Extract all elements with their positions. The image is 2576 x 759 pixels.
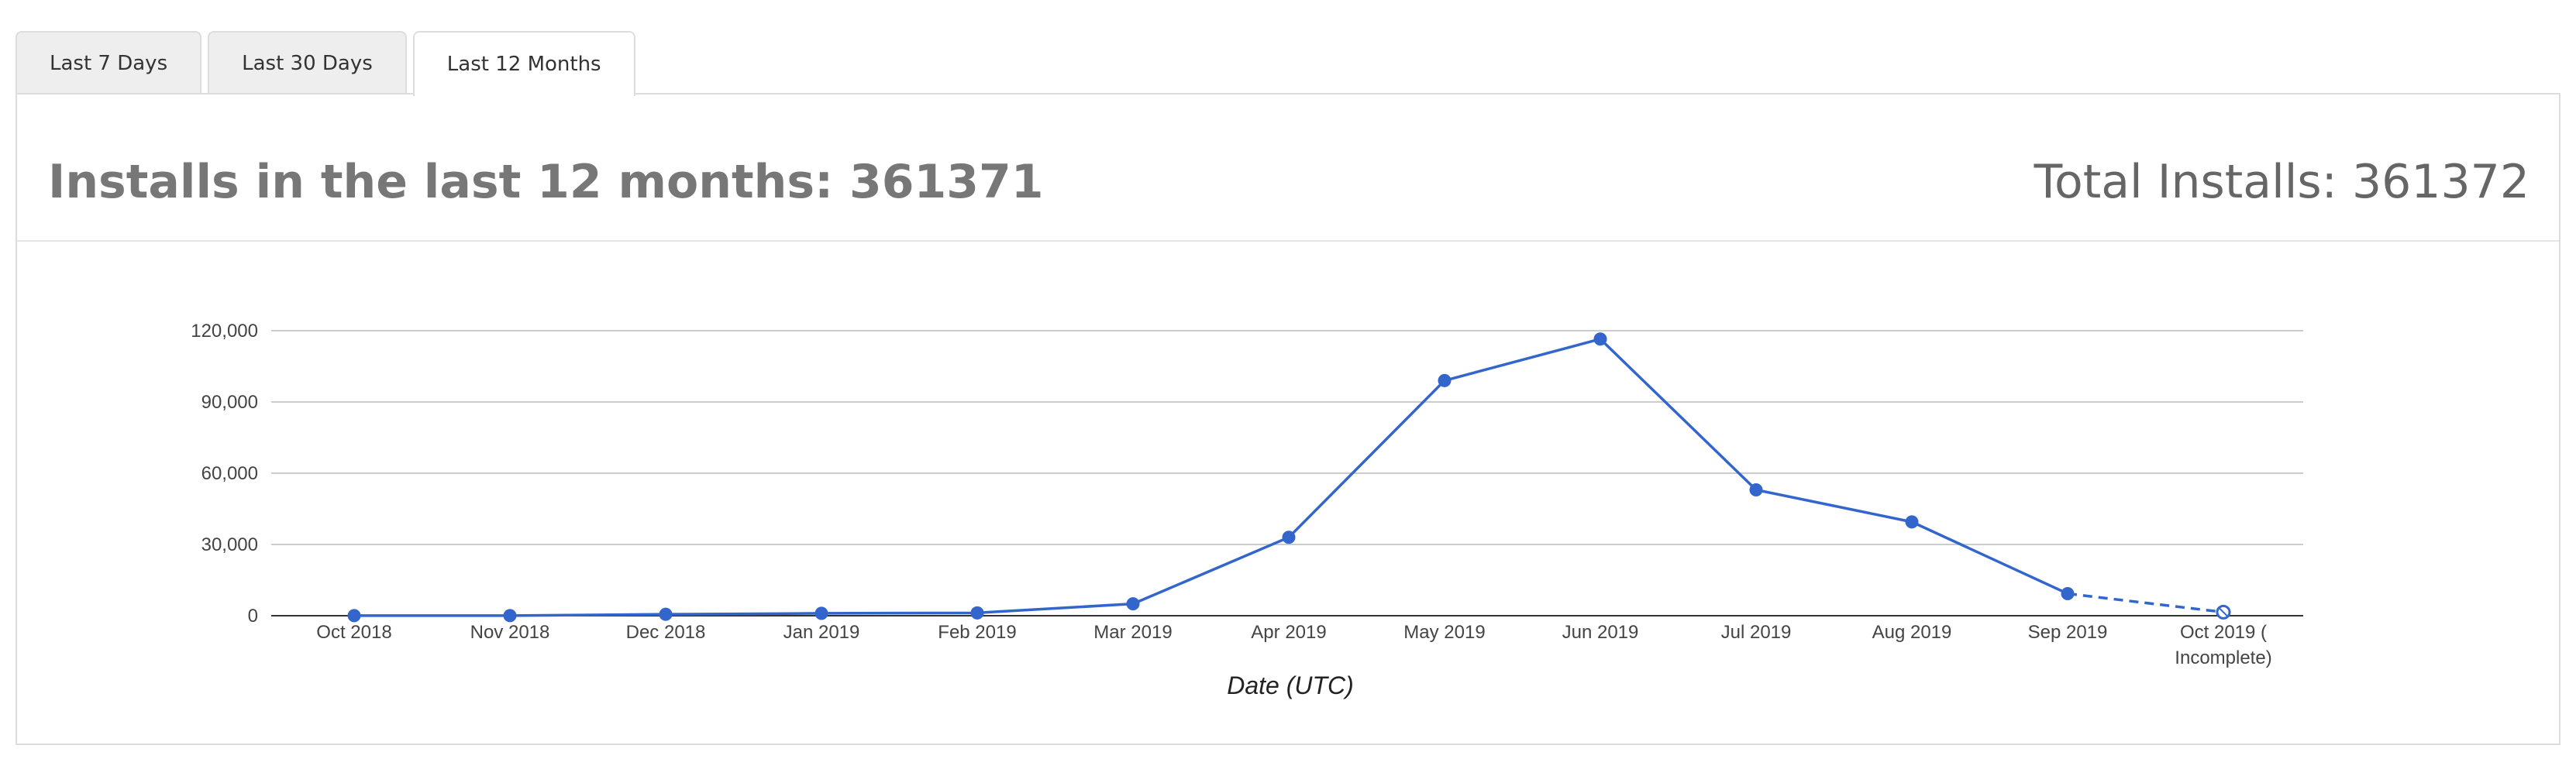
y-tick-label: 30,000	[201, 534, 258, 555]
tab-last-30-days[interactable]: Last 30 Days	[208, 31, 407, 94]
x-tick-label: Dec 2018	[626, 622, 706, 643]
data-point[interactable]	[659, 607, 673, 621]
data-point[interactable]	[1905, 515, 1919, 529]
data-point[interactable]	[1593, 332, 1607, 346]
x-tick-label: Jun 2019	[1562, 622, 1639, 643]
installs-panel: Installs in the last 12 months: 361371 T…	[15, 93, 2561, 745]
x-tick-label: Aug 2019	[1872, 622, 1952, 643]
data-point[interactable]	[1126, 597, 1140, 611]
data-point[interactable]	[347, 609, 361, 623]
data-point[interactable]	[2061, 586, 2075, 600]
tab-last-7-days[interactable]: Last 7 Days	[15, 31, 202, 94]
panel-header: Installs in the last 12 months: 361371 T…	[17, 94, 2559, 242]
x-tick-label: Feb 2019	[938, 622, 1016, 643]
x-tick-label: Oct 2018	[316, 622, 391, 643]
data-point[interactable]	[1438, 373, 1452, 387]
x-tick-label: Mar 2019	[1093, 622, 1172, 643]
x-tick-label: Jul 2019	[1721, 622, 1792, 643]
x-tick-label: Oct 2019 (Incomplete)	[2175, 622, 2271, 668]
x-tick-label: Apr 2019	[1251, 622, 1326, 643]
data-point[interactable]	[1282, 531, 1296, 544]
tab-last-12-months[interactable]: Last 12 Months	[412, 31, 635, 96]
x-tick-label: May 2019	[1403, 622, 1485, 643]
x-tick-label: Nov 2018	[470, 622, 550, 643]
data-point[interactable]	[970, 606, 984, 620]
x-tick-label: Jan 2019	[783, 622, 860, 643]
data-point-incomplete-hatch	[2219, 607, 2228, 617]
series-line-incomplete	[2067, 592, 2224, 614]
installs-last-12-months-heading: Installs in the last 12 months: 361371	[48, 155, 1044, 209]
data-point[interactable]	[1749, 483, 1763, 496]
data-point[interactable]	[814, 606, 828, 620]
y-tick-label: 90,000	[201, 392, 258, 413]
y-tick-label: 120,000	[191, 321, 258, 342]
x-axis-title: Date (UTC)	[1227, 671, 1354, 699]
series-line	[353, 337, 2068, 617]
x-tick-label: Sep 2019	[2028, 622, 2108, 643]
y-tick-label: 60,000	[201, 463, 258, 484]
y-tick-label: 0	[248, 606, 258, 627]
range-tabs: Last 7 Days Last 30 Days Last 12 Months	[15, 29, 642, 96]
total-installs-heading: Total Installs: 361372	[2034, 155, 2530, 209]
data-point[interactable]	[503, 609, 517, 623]
